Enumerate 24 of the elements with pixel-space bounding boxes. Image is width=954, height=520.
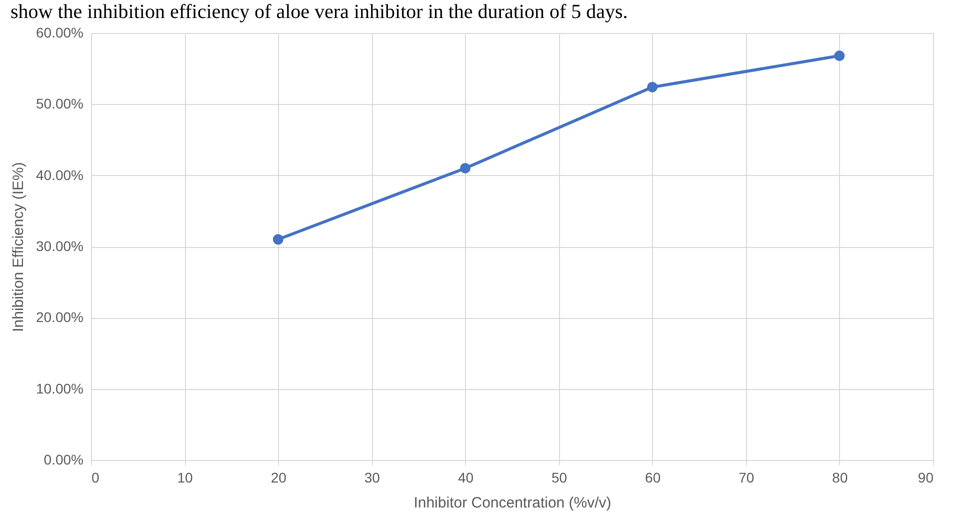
point: [647, 82, 658, 92]
y-tick-label: 10.00%: [36, 380, 84, 396]
y-axis-title: Inhibition Efficiency (IE%): [10, 162, 28, 332]
x-tick-label: 70: [738, 470, 754, 486]
y-tick-label: 40.00%: [36, 166, 84, 183]
point: [460, 162, 470, 174]
x-tick-label: 50: [551, 470, 568, 486]
x-tick-label: 90: [918, 470, 934, 486]
y-tick-label: 20.00%: [36, 309, 84, 326]
point: [272, 234, 284, 245]
x-tick-label: 40: [458, 470, 474, 486]
x-tick-label: 60: [645, 470, 661, 486]
y-tick-label: 0.00%: [44, 452, 84, 468]
x-tick-label: 0: [92, 470, 100, 486]
x-tick-label: 80: [832, 470, 848, 486]
point: [834, 50, 845, 62]
x-tick-label: 10: [177, 470, 194, 486]
x-tick-label: 30: [364, 470, 380, 486]
chart-title: show the inhibition efficiency of aloe vera inhibitor in the duration of 5 days.: [10, 1, 628, 23]
y-tick-label: 60.00%: [36, 24, 84, 40]
y-tick-label: 30.00%: [36, 238, 84, 254]
y-tick-label: 50.00%: [36, 96, 84, 112]
x-axis-title: Inhibitor Concentration (%v/v): [414, 494, 612, 512]
x-tick-label: 20: [270, 470, 287, 486]
